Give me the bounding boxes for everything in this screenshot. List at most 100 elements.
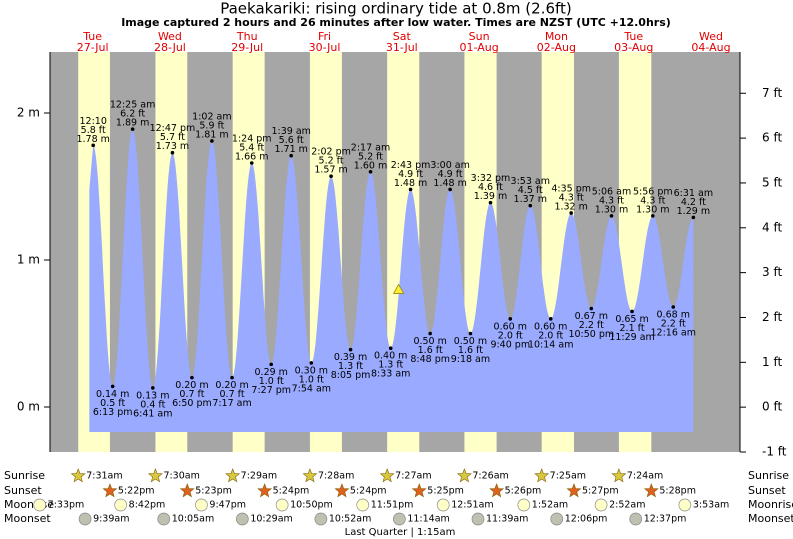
tide-label: 0.60 m xyxy=(494,321,527,332)
moonrise-time: 8:42pm xyxy=(129,500,166,511)
row-label: Sunrise xyxy=(748,469,789,482)
tide-label: 1.30 m xyxy=(595,204,628,215)
row-label: Moonset xyxy=(748,512,793,525)
tide-extreme xyxy=(569,211,573,215)
y2-tick-label: 3 ft xyxy=(762,265,782,279)
tide-label: 0.20 m xyxy=(175,380,208,391)
y-tick-label: 2 m xyxy=(17,106,40,120)
tide-extreme xyxy=(249,161,254,165)
y2-tick-label: 4 ft xyxy=(762,220,782,234)
day-name: Mon xyxy=(545,30,568,43)
tide-label: 9:40 pm xyxy=(490,339,530,350)
moonrise-time: 7:33pm xyxy=(48,500,85,511)
tide-label: 3:00 am xyxy=(430,160,469,171)
day-date: 27-Jul xyxy=(77,41,109,54)
moonset-time: 9:39am xyxy=(93,514,129,525)
tide-label: 2:02 pm xyxy=(311,147,351,158)
tide-label: 5.2 ft xyxy=(358,151,383,162)
tide-extreme xyxy=(210,139,214,143)
tide-label: 0.65 m xyxy=(615,314,648,325)
tide-label: 11:29 am xyxy=(609,332,654,343)
sunrise-time: 7:27am xyxy=(395,471,431,482)
tide-extreme xyxy=(329,174,333,179)
tide-label: 0.50 m xyxy=(454,336,487,347)
moon-phase: Last Quarter | 1:15am xyxy=(345,527,456,538)
tide-label: 4.6 ft xyxy=(478,182,503,193)
tide-label: 5.6 ft xyxy=(279,135,304,146)
tide-label: 9:18 am xyxy=(451,354,490,365)
moon-icon xyxy=(235,512,249,526)
sun-icon xyxy=(534,468,550,483)
tide-extreme xyxy=(289,153,293,158)
tide-extreme xyxy=(348,347,353,352)
tide-extreme xyxy=(130,127,135,131)
tide-label: 7:27 pm xyxy=(251,385,291,396)
moonrise-time: 2:52am xyxy=(609,500,645,511)
tide-label: 1:02 am xyxy=(192,111,231,122)
tide-extreme xyxy=(408,187,413,192)
sunrise-time: 7:30am xyxy=(163,471,199,482)
tide-label: 4.3 ft xyxy=(599,195,624,206)
y2-tick-label: 1 ft xyxy=(762,355,782,369)
tide-extreme xyxy=(528,203,533,208)
sun-icon xyxy=(411,483,427,498)
moon-icon xyxy=(157,512,171,526)
tide-label: 8:48 pm xyxy=(410,354,450,365)
tide-label: 1.48 m xyxy=(394,178,427,189)
tide-label: 5:56 pm xyxy=(633,186,673,197)
tide-label: 4.9 ft xyxy=(398,169,423,180)
tide-label: 6:31 am xyxy=(674,188,713,199)
day-name: Sun xyxy=(469,30,490,43)
sunset-time: 5:24pm xyxy=(273,486,310,497)
tide-label: 1.66 m xyxy=(235,151,268,162)
tide-extreme xyxy=(368,170,373,174)
tide-label: 0.67 m xyxy=(575,311,608,322)
sunrise-time: 7:28am xyxy=(318,471,354,482)
tide-label: 1.29 m xyxy=(677,206,710,217)
day-date: 28-Jul xyxy=(154,41,186,54)
moon-icon xyxy=(195,498,208,512)
tide-label: 1.30 m xyxy=(636,204,669,215)
tide-label: 4:35 pm xyxy=(551,183,591,194)
tide-label: 2:17 am xyxy=(351,142,390,153)
day-date: 04-Aug xyxy=(691,41,730,54)
tide-label: 1.3 ft xyxy=(378,360,403,371)
moon-icon xyxy=(629,512,643,526)
sun-icon xyxy=(257,483,273,498)
chart-subtitle: Image captured 2 hours and 26 minutes af… xyxy=(121,16,671,29)
day-name: Sat xyxy=(393,30,412,43)
tide-label: 3:32 pm xyxy=(471,173,511,184)
tide-label: 12:47 pm xyxy=(150,123,196,134)
tide-label: 0.7 ft xyxy=(220,389,245,400)
sunset-time: 5:25pm xyxy=(427,486,464,497)
y2-tick-label: 6 ft xyxy=(762,131,782,145)
tide-extreme xyxy=(589,306,594,311)
tide-label: 6:41 am xyxy=(133,408,172,419)
tide-extreme xyxy=(630,309,634,314)
tide-label: 2.2 ft xyxy=(661,319,686,330)
chart-title: Paekakariki: rising ordinary tide at 0.8… xyxy=(220,0,572,18)
moon-icon xyxy=(78,512,92,526)
tide-label: 8:33 am xyxy=(371,369,410,380)
tide-extreme xyxy=(110,384,115,389)
moon-icon xyxy=(314,512,328,526)
tide-label: 1.3 ft xyxy=(338,361,363,372)
tide-label: 0.39 m xyxy=(334,352,367,363)
moonrise-time: 3:53am xyxy=(693,500,729,511)
sun-icon xyxy=(147,468,163,483)
tide-label: 0.20 m xyxy=(215,380,248,391)
y2-tick-label: -1 ft xyxy=(762,445,787,459)
tide-label: 4.5 ft xyxy=(518,185,543,196)
tide-label: 1.48 m xyxy=(433,178,466,189)
tide-label: 2.0 ft xyxy=(498,330,523,341)
day-date: 31-Jul xyxy=(386,41,418,54)
day-date: 03-Aug xyxy=(614,41,653,54)
tide-extreme xyxy=(91,143,95,148)
tide-label: 1.89 m xyxy=(116,118,149,129)
day-name: Fri xyxy=(318,30,331,43)
day-name: Wed xyxy=(699,30,723,43)
tide-label: 8:05 pm xyxy=(331,370,371,381)
sunrise-time: 7:24am xyxy=(627,471,663,482)
tide-label: 0.7 ft xyxy=(179,389,204,400)
moonrise-time: 10:50pm xyxy=(290,500,333,511)
